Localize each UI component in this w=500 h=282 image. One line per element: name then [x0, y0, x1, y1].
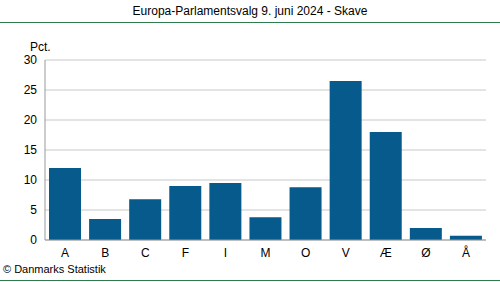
svg-text:5: 5: [30, 203, 37, 217]
html-text:© Danmarks Statistik: © Danmarks Statistik: [3, 263, 106, 275]
svg-text:Å: Å: [462, 245, 470, 260]
html-text:Europa-Parlamentsvalg 9. juni: Europa-Parlamentsvalg 9. juni 2024 - Ska…: [132, 4, 368, 18]
svg-text:O: O: [301, 246, 310, 260]
svg-text:A: A: [61, 246, 69, 260]
svg-text:I: I: [224, 246, 227, 260]
svg-text:M: M: [261, 246, 271, 260]
svg-text:F: F: [182, 246, 189, 260]
svg-text:25: 25: [24, 83, 38, 97]
svg-text:0: 0: [30, 233, 37, 247]
svg-text:15: 15: [24, 143, 38, 157]
svg-text:Ø: Ø: [421, 246, 430, 260]
svg-text:C: C: [141, 246, 150, 260]
svg-text:10: 10: [24, 173, 38, 187]
svg-text:20: 20: [24, 113, 38, 127]
svg-text:B: B: [101, 246, 109, 260]
html-text:Pct.: Pct.: [30, 40, 51, 54]
svg-text:30: 30: [24, 53, 38, 67]
svg-text:V: V: [342, 246, 350, 260]
svg-text:Æ: Æ: [380, 246, 392, 260]
